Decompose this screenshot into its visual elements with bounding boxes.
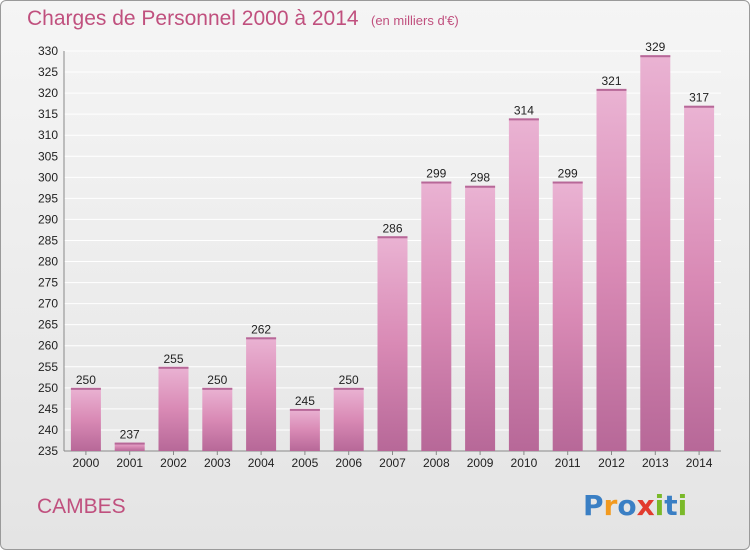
y-tick-label: 280 xyxy=(38,255,58,269)
bar xyxy=(640,55,671,452)
data-label: 321 xyxy=(601,74,621,88)
bar xyxy=(596,88,627,451)
x-tick-label: 2012 xyxy=(598,456,625,470)
bar xyxy=(114,442,145,451)
y-tick-label: 315 xyxy=(38,107,58,121)
chart-title: Charges de Personnel 2000 à 2014 xyxy=(27,7,359,30)
bar-top-edge xyxy=(640,55,671,58)
x-tick-label: 2014 xyxy=(686,456,713,470)
x-tick-label: 2004 xyxy=(248,456,275,470)
y-tick-label: 305 xyxy=(38,149,58,163)
data-label: 317 xyxy=(689,91,709,105)
y-tick-label: 285 xyxy=(38,233,58,247)
y-tick-label: 270 xyxy=(38,297,58,311)
bar xyxy=(333,387,364,451)
bar xyxy=(421,181,452,452)
data-label: 245 xyxy=(295,394,315,408)
y-tick-label: 260 xyxy=(38,339,58,353)
bar xyxy=(508,118,539,452)
bar xyxy=(552,181,583,452)
bar xyxy=(289,408,320,451)
bar-top-edge xyxy=(508,118,539,121)
bar-top-edge xyxy=(421,181,452,184)
x-tick-label: 2010 xyxy=(511,456,538,470)
bar-top-edge xyxy=(289,408,320,411)
brand-logo: Proxiti xyxy=(583,489,687,522)
bar xyxy=(246,337,277,451)
place-name: CAMBES xyxy=(37,495,126,518)
data-label: 262 xyxy=(251,322,271,336)
y-tick-label: 265 xyxy=(38,318,58,332)
x-tick-label: 2013 xyxy=(642,456,669,470)
data-label: 250 xyxy=(76,373,96,387)
y-tick-label: 290 xyxy=(38,212,58,226)
data-label: 250 xyxy=(207,373,227,387)
data-label: 298 xyxy=(470,171,490,185)
bar-top-edge xyxy=(70,387,101,390)
brand-logo-letter: x xyxy=(636,489,655,522)
data-label: 314 xyxy=(514,103,534,117)
x-tick-label: 2009 xyxy=(467,456,494,470)
x-tick-label: 2003 xyxy=(204,456,231,470)
bar-top-edge xyxy=(246,337,277,340)
bar-top-edge xyxy=(333,387,364,390)
bar-top-edge xyxy=(377,236,408,239)
x-tick-label: 2006 xyxy=(335,456,362,470)
y-tick-label: 320 xyxy=(38,86,58,100)
bar xyxy=(465,185,496,451)
x-tick-label: 2007 xyxy=(379,456,406,470)
bar-top-edge xyxy=(114,442,145,445)
data-label: 299 xyxy=(426,167,446,181)
y-tick-label: 255 xyxy=(38,360,58,374)
brand-logo-letter: t xyxy=(664,489,678,522)
bar xyxy=(377,236,408,451)
data-label: 329 xyxy=(645,40,665,54)
bar-top-edge xyxy=(596,88,627,91)
bar-top-edge xyxy=(158,366,189,369)
bar-top-edge xyxy=(202,387,233,390)
y-tick-label: 250 xyxy=(38,381,58,395)
bar-top-edge xyxy=(552,181,583,184)
bar xyxy=(684,105,715,451)
x-tick-label: 2008 xyxy=(423,456,450,470)
y-tick-label: 300 xyxy=(38,170,58,184)
brand-logo-letter: i xyxy=(654,489,665,522)
chart-subtitle: (en milliers d'€) xyxy=(371,13,459,28)
brand-logo-letter: o xyxy=(617,489,637,522)
x-tick-label: 2011 xyxy=(555,456,581,470)
x-tick-label: 2000 xyxy=(73,456,100,470)
bar xyxy=(70,387,101,451)
y-tick-label: 310 xyxy=(38,128,58,142)
y-tick-label: 330 xyxy=(38,44,58,58)
bar-top-edge xyxy=(465,185,496,188)
bar-top-edge xyxy=(684,105,715,108)
bar xyxy=(158,366,189,451)
x-tick-label: 2001 xyxy=(116,456,143,470)
data-label: 250 xyxy=(339,373,359,387)
data-label: 237 xyxy=(120,428,140,442)
brand-logo-letter: P xyxy=(583,489,604,522)
y-tick-label: 235 xyxy=(38,444,58,458)
x-tick-label: 2005 xyxy=(292,456,319,470)
y-tick-label: 275 xyxy=(38,276,58,290)
y-tick-label: 245 xyxy=(38,402,58,416)
bar xyxy=(202,387,233,451)
brand-logo-letter: r xyxy=(603,489,618,522)
data-label: 286 xyxy=(382,221,402,235)
y-tick-label: 295 xyxy=(38,191,58,205)
data-label: 299 xyxy=(558,167,578,181)
y-tick-label: 325 xyxy=(38,65,58,79)
x-tick-label: 2002 xyxy=(160,456,187,470)
brand-logo-letter: i xyxy=(677,489,688,522)
data-label: 255 xyxy=(163,352,183,366)
y-tick-label: 240 xyxy=(38,423,58,437)
